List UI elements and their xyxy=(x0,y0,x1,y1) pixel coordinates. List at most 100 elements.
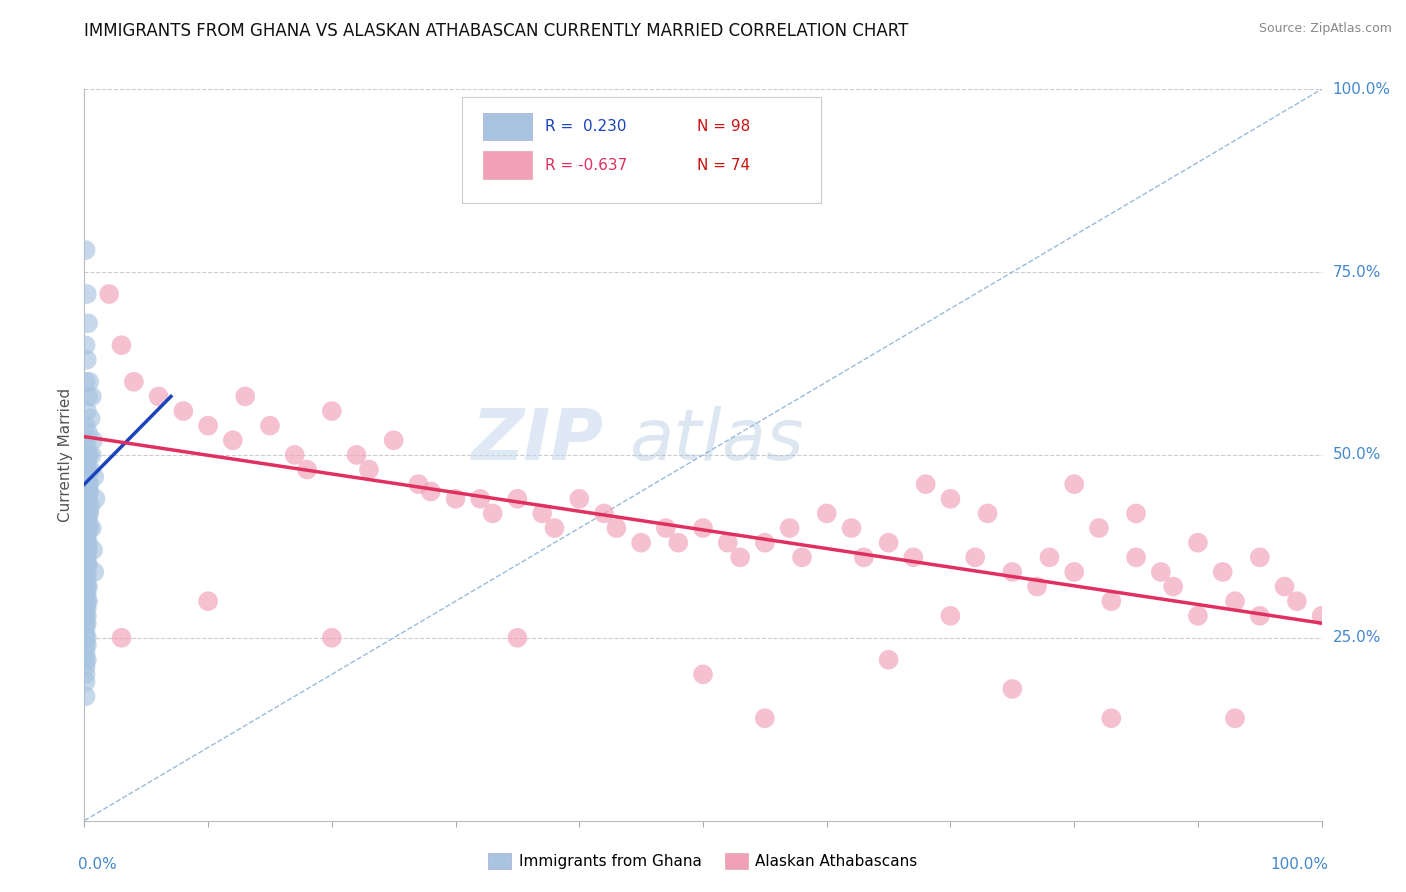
Point xyxy=(593,507,616,521)
Point xyxy=(79,462,101,476)
Point xyxy=(80,521,103,535)
Point xyxy=(75,667,97,681)
Point xyxy=(79,448,101,462)
Point xyxy=(75,507,97,521)
Point xyxy=(76,462,98,476)
Point xyxy=(852,550,875,565)
Point xyxy=(222,434,245,448)
FancyBboxPatch shape xyxy=(482,112,533,140)
Point xyxy=(77,316,100,330)
Point xyxy=(321,404,343,418)
Point xyxy=(717,535,740,549)
Point xyxy=(76,470,98,484)
Text: 0.0%: 0.0% xyxy=(79,857,117,872)
Point xyxy=(75,653,97,667)
Point xyxy=(76,631,98,645)
Point xyxy=(1223,594,1246,608)
Point xyxy=(148,389,170,403)
Point xyxy=(630,535,652,549)
Point xyxy=(75,631,97,645)
Point xyxy=(79,477,101,491)
Point xyxy=(76,352,98,367)
Point xyxy=(77,535,100,549)
Point xyxy=(666,535,689,549)
Point xyxy=(284,448,307,462)
Point xyxy=(728,550,751,565)
Text: 50.0%: 50.0% xyxy=(1333,448,1381,462)
Point xyxy=(1099,711,1122,725)
Text: 25.0%: 25.0% xyxy=(1333,631,1381,645)
Point xyxy=(1125,550,1147,565)
Point xyxy=(76,608,98,623)
Point xyxy=(692,667,714,681)
Point xyxy=(1187,535,1209,549)
Point xyxy=(75,565,97,579)
Point xyxy=(77,389,100,403)
Point xyxy=(1099,594,1122,608)
Point xyxy=(75,338,97,352)
Point xyxy=(903,550,925,565)
Point xyxy=(79,499,101,513)
Point xyxy=(692,521,714,535)
Point xyxy=(939,608,962,623)
Point xyxy=(506,491,529,506)
Point xyxy=(779,521,801,535)
Point xyxy=(80,448,103,462)
Point xyxy=(655,521,678,535)
Point xyxy=(1249,608,1271,623)
Point xyxy=(76,514,98,528)
FancyBboxPatch shape xyxy=(482,152,533,179)
Point xyxy=(790,550,813,565)
Point xyxy=(76,653,98,667)
Point xyxy=(76,535,98,549)
Point xyxy=(1038,550,1060,565)
Point xyxy=(543,521,565,535)
Point xyxy=(77,580,100,594)
Point xyxy=(1063,565,1085,579)
Text: ZIP: ZIP xyxy=(472,406,605,475)
Point xyxy=(1274,580,1296,594)
Point xyxy=(1150,565,1173,579)
Text: 100.0%: 100.0% xyxy=(1270,857,1327,872)
Point xyxy=(197,418,219,433)
Point xyxy=(75,690,97,704)
Point xyxy=(79,507,101,521)
Point xyxy=(76,499,98,513)
Text: IMMIGRANTS FROM GHANA VS ALASKAN ATHABASCAN CURRENTLY MARRIED CORRELATION CHART: IMMIGRANTS FROM GHANA VS ALASKAN ATHABAS… xyxy=(84,22,908,40)
Point xyxy=(75,243,97,257)
Point xyxy=(914,477,936,491)
Point xyxy=(77,514,100,528)
Point xyxy=(1223,711,1246,725)
Point xyxy=(76,484,98,499)
Point xyxy=(75,587,97,601)
Point xyxy=(77,499,100,513)
Point xyxy=(1187,608,1209,623)
Point xyxy=(77,594,100,608)
Point xyxy=(1249,550,1271,565)
Point xyxy=(76,587,98,601)
Point xyxy=(75,638,97,652)
Point xyxy=(939,491,962,506)
Point xyxy=(75,543,97,558)
Point xyxy=(77,521,100,535)
Point xyxy=(506,631,529,645)
Point xyxy=(75,645,97,659)
Point xyxy=(77,425,100,440)
Point xyxy=(76,572,98,586)
Point xyxy=(122,375,145,389)
Point xyxy=(1088,521,1111,535)
Point xyxy=(76,601,98,615)
Point xyxy=(357,462,380,476)
Point xyxy=(77,477,100,491)
Point xyxy=(976,507,998,521)
Point xyxy=(79,411,101,425)
Point xyxy=(77,543,100,558)
Y-axis label: Currently Married: Currently Married xyxy=(58,388,73,522)
Point xyxy=(754,535,776,549)
Point xyxy=(1063,477,1085,491)
Point xyxy=(76,507,98,521)
Point xyxy=(197,594,219,608)
Point xyxy=(877,535,900,549)
Point xyxy=(75,528,97,542)
Point xyxy=(76,404,98,418)
